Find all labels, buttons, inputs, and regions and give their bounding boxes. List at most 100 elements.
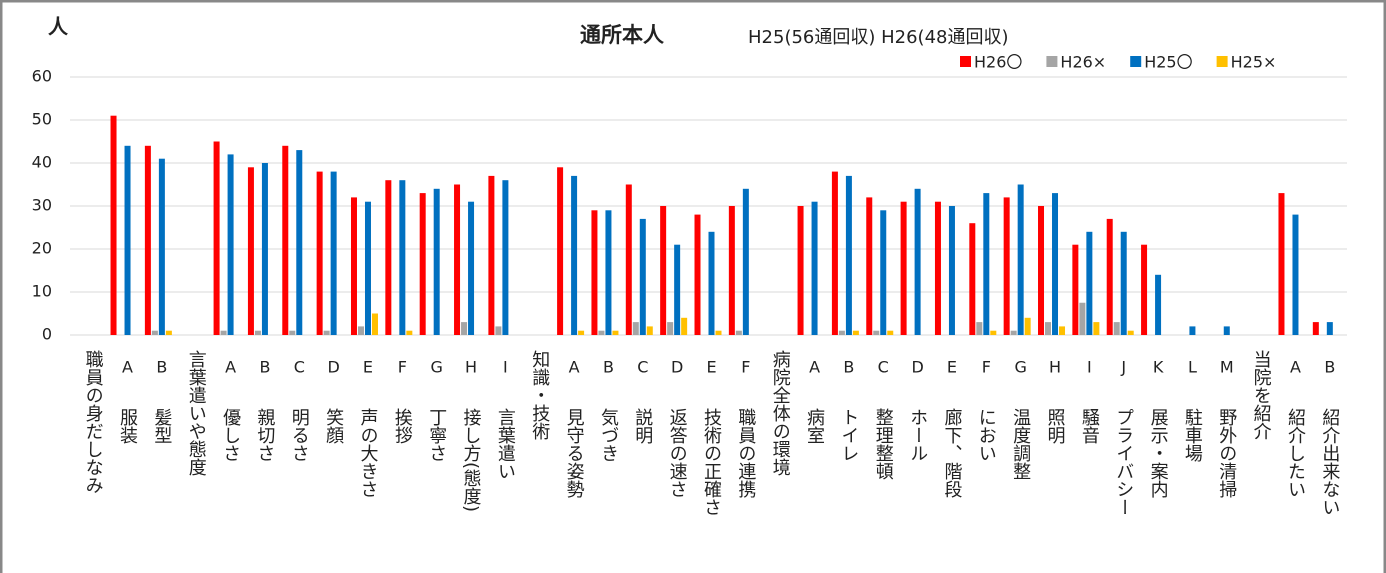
bar [598,330,605,335]
bar [419,193,426,335]
category-header: 職員の身だしなみ [83,350,104,494]
bar [323,330,330,335]
bar [357,326,364,335]
bar [261,163,268,335]
bar [371,313,378,335]
x-sublabel: 病室 [804,408,825,444]
bar [934,201,941,335]
y-tick-label: 60 [32,67,52,86]
x-sublabel: 騒音 [1079,408,1100,444]
bar [571,175,578,335]
y-tick-label: 0 [42,325,52,344]
x-sublabel: 廊下、階段 [941,408,962,498]
bar [674,244,681,335]
chart-title: 通所本人 [580,23,664,47]
bar [1003,197,1010,335]
bar [165,330,172,335]
bar [866,197,873,335]
bar [1120,231,1127,335]
x-sublabel: 声の大きさ [357,408,378,498]
x-sublabel: 紹介出来ない [1319,408,1340,516]
bar [1072,244,1079,335]
bar [289,330,296,335]
category-header: 言葉遣いや態度 [186,350,207,476]
y-tick-label: 40 [32,153,52,172]
bar [983,193,990,335]
bar [625,184,632,335]
bar [667,322,674,335]
x-sublabel: 気づき [598,408,619,462]
legend-label: H25× [1231,53,1277,72]
x-sublabel: 笑顔 [323,408,344,444]
x-sublabel: におい [976,408,997,462]
x-tick-label: B [259,358,270,377]
bar [880,210,887,335]
legend-swatch [1130,56,1142,67]
x-sublabel: 駐車場 [1182,408,1203,463]
bar [887,330,894,335]
category-header: 知識・技術 [529,350,550,440]
bar [1312,322,1319,335]
x-tick-label: D [671,358,683,377]
bar [124,145,131,335]
bar [399,180,406,335]
bar [1079,302,1086,335]
bar [873,330,880,335]
x-sublabel: 髪型 [151,407,172,444]
bar [502,180,509,335]
bar [461,322,468,335]
x-tick-label: G [1014,358,1026,377]
x-tick-label: D [911,358,923,377]
bar [557,167,564,335]
x-tick-label: A [122,358,133,377]
y-tick-label: 30 [32,196,52,215]
bar [1106,218,1113,335]
x-tick-label: B [156,358,167,377]
x-tick-label: K [1153,358,1164,377]
bar [797,206,804,335]
bar [488,175,495,335]
bar [1223,326,1230,335]
bar [660,206,667,335]
bar [900,201,907,335]
x-sublabel: 温度調整 [1010,408,1031,480]
x-sublabel: 言葉遣い [495,408,516,480]
x-sublabel: 整理整頓 [873,408,894,480]
bar [632,322,639,335]
x-tick-label: H [465,358,477,377]
category-header: 病院全体の環境 [770,350,791,476]
x-tick-label: I [1087,358,1092,377]
bar [852,330,859,335]
x-sublabel: 丁寧さ [426,408,447,462]
legend-label: H26× [1060,53,1106,72]
bar [639,218,646,335]
x-tick-label: E [363,358,373,377]
x-sublabel: 職員の連携 [735,408,756,499]
x-sublabel: 野外の清掃 [1216,408,1237,499]
bar [708,231,715,335]
x-tick-label: C [878,358,889,377]
bar [1045,322,1052,335]
bar [1093,322,1100,335]
legend-swatch [1046,56,1058,67]
category-header: 当院を紹介 [1251,350,1272,440]
bar [110,115,117,335]
x-tick-label: E [947,358,957,377]
legend-label: H26〇 [974,53,1022,72]
bar [976,322,983,335]
bar [605,210,612,335]
bar [1059,326,1066,335]
bar [845,175,852,335]
bar [715,330,722,335]
bar [227,154,234,335]
x-tick-label: A [809,358,820,377]
bar [728,206,735,335]
bar [330,171,337,335]
x-tick-label: A [225,358,236,377]
x-tick-label: J [1120,358,1126,377]
bar [948,206,955,335]
x-sublabel: 展示・案内 [1148,408,1169,499]
x-tick-label: B [843,358,854,377]
